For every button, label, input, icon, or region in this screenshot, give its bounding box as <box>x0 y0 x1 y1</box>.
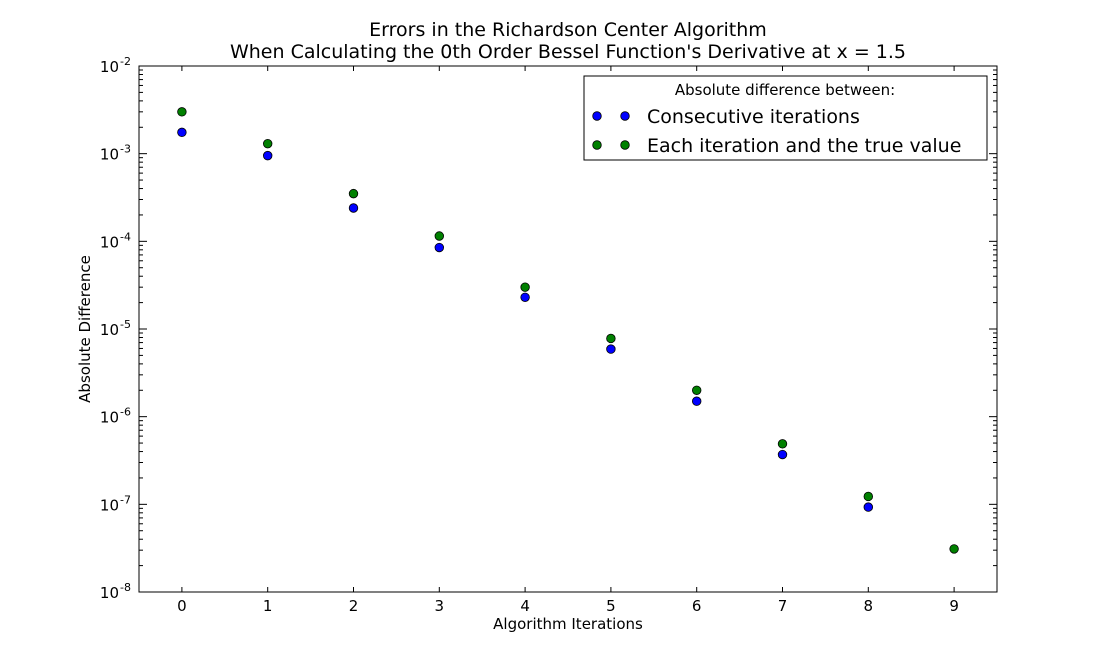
x-tick-label: 5 <box>606 597 616 615</box>
chart-subtitle: When Calculating the 0th Order Bessel Fu… <box>230 41 906 63</box>
series-2-point <box>177 107 187 117</box>
y-tick-label: 10 <box>100 496 119 514</box>
legend-marker <box>592 140 602 150</box>
series-2-point <box>692 385 702 395</box>
series-1-point <box>348 203 359 213</box>
series-1-point <box>520 292 530 302</box>
series-1-point <box>434 242 445 253</box>
legend-marker <box>620 140 630 150</box>
x-tick-label: 4 <box>520 597 530 615</box>
series-2-point <box>348 188 359 199</box>
legend-label: Consecutive iterations <box>647 106 860 128</box>
y-tick-label: 10 <box>100 58 119 76</box>
data-points <box>177 107 959 554</box>
y-tick-label: 10 <box>100 584 119 602</box>
y-tick-label: 10 <box>100 146 119 164</box>
series-1-point <box>777 449 788 460</box>
x-tick-label: 8 <box>864 597 874 615</box>
x-axis-label: Algorithm Iterations <box>493 615 643 633</box>
x-tick-label: 3 <box>435 597 445 615</box>
x-tick-label: 7 <box>778 597 788 615</box>
series-2-point <box>434 231 445 241</box>
y-tick-exponent: -6 <box>120 406 131 419</box>
legend-entries: Consecutive iterations Each iteration and… <box>592 106 961 157</box>
series-2-point <box>520 282 530 292</box>
x-tick-label: 2 <box>349 597 359 615</box>
x-tick-label: 0 <box>177 597 187 615</box>
series-1-point <box>863 502 874 512</box>
y-tick-label: 10 <box>100 409 119 427</box>
legend-marker <box>620 111 630 121</box>
y-tick-exponent: -4 <box>120 230 131 243</box>
series-2-point <box>777 439 788 449</box>
y-axis-label: Absolute Difference <box>76 255 94 403</box>
x-tick-label: 9 <box>949 597 959 615</box>
y-tick-exponent: -5 <box>120 318 131 331</box>
y-tick-exponent: -2 <box>120 55 131 68</box>
chart-title: Errors in the Richardson Center Algorith… <box>369 19 767 41</box>
y-axis-ticks: 10-810-710-610-510-410-310-2 <box>100 55 997 602</box>
series-1-point <box>606 344 616 354</box>
legend-box <box>583 75 988 161</box>
legend-marker <box>592 111 602 121</box>
y-tick-exponent: -3 <box>120 143 131 156</box>
series-2-point <box>606 333 616 344</box>
x-axis-ticks: 0 1 2 3 4 5 6 7 8 9 <box>177 66 959 615</box>
series-1-point <box>692 396 702 406</box>
series-1-point <box>177 127 187 138</box>
y-tick-exponent: -7 <box>120 493 131 506</box>
x-tick-label: 6 <box>692 597 702 615</box>
x-tick-label: 1 <box>263 597 273 615</box>
legend-label: Each iteration and the true value <box>647 135 961 157</box>
legend: Absolute difference between: Consecutive… <box>583 75 988 161</box>
y-tick-label: 10 <box>100 321 119 339</box>
y-tick-label: 10 <box>100 233 119 251</box>
series-2-point <box>863 491 874 502</box>
series-2-point <box>263 138 273 149</box>
series-1-point <box>263 150 273 161</box>
series-2-point <box>949 544 959 554</box>
legend-title: Absolute difference between: <box>675 81 895 99</box>
y-tick-exponent: -8 <box>120 581 131 594</box>
